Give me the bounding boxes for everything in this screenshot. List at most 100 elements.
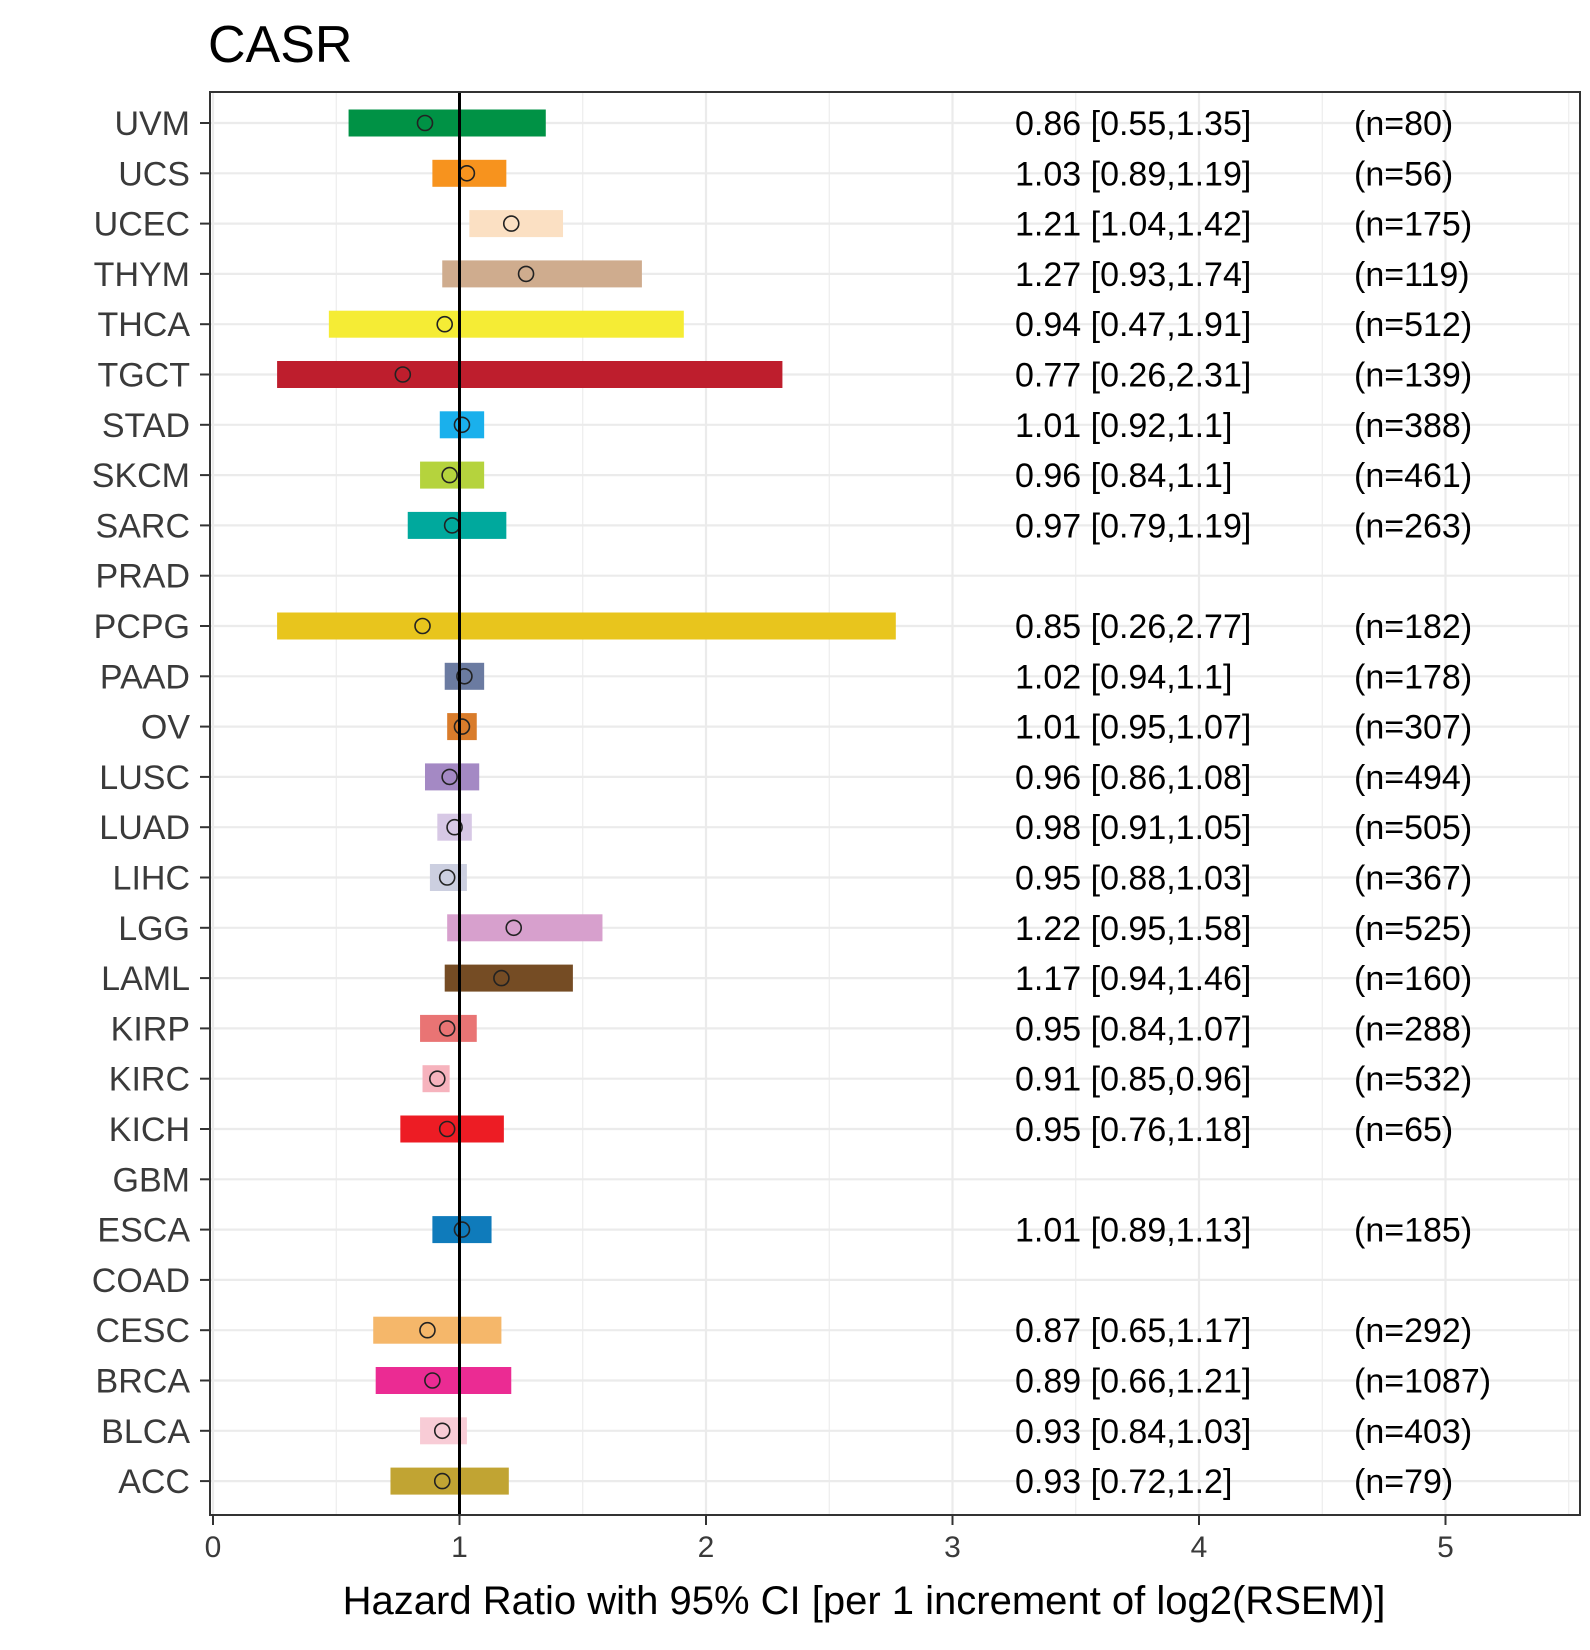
ci-bar-lusc (424, 763, 480, 791)
ci-bar-cesc (373, 1316, 502, 1344)
sample-size-thca: (n=512) (1354, 306, 1472, 344)
hr-ci-text-tgct: 0.77 [0.26,2.31] (1015, 357, 1251, 395)
hr-point-kirp (438, 1020, 456, 1037)
y-label-stad: STAD (102, 407, 190, 445)
y-label-uvm: UVM (114, 105, 190, 143)
ci-bar-luad (437, 813, 472, 841)
hr-ci-text-laml: 1.17 [0.94,1.46] (1015, 960, 1251, 998)
ci-bar-esca (432, 1216, 492, 1244)
sample-size-blca: (n=403) (1354, 1413, 1472, 1451)
sample-size-pcpg: (n=182) (1354, 608, 1472, 646)
hr-point-lusc (441, 768, 458, 786)
y-label-pcpg: PCPG (94, 608, 190, 646)
y-label-thym: THYM (94, 256, 190, 294)
hr-ci-text-brca: 0.89 [0.66,1.21] (1015, 1363, 1251, 1401)
y-label-lusc: LUSC (99, 759, 190, 797)
y-label-prad: PRAD (96, 558, 190, 596)
sample-size-luad: (n=505) (1354, 809, 1472, 847)
sample-size-lgg: (n=525) (1354, 910, 1472, 948)
hr-ci-text-uvm: 0.86 [0.55,1.35] (1015, 105, 1251, 143)
sample-size-paad: (n=178) (1354, 658, 1472, 696)
hr-ci-text-kich: 0.95 [0.76,1.18] (1015, 1111, 1251, 1149)
sample-size-ucec: (n=175) (1354, 206, 1472, 244)
hr-point-tgct (394, 366, 412, 383)
hr-point-lgg (505, 919, 523, 937)
sample-size-laml: (n=160) (1354, 960, 1472, 998)
ci-bar-ucec (469, 210, 564, 238)
hr-point-thym (517, 265, 535, 283)
sample-size-kirp: (n=288) (1354, 1010, 1472, 1048)
sample-size-sarc: (n=263) (1354, 507, 1472, 545)
sample-size-stad: (n=388) (1354, 407, 1472, 445)
hr-ci-text-lgg: 1.22 [0.95,1.58] (1015, 910, 1251, 948)
ci-bars (277, 109, 896, 1495)
y-label-thca: THCA (97, 306, 190, 344)
ci-bar-thym (442, 260, 642, 288)
sample-size-thym: (n=119) (1354, 256, 1470, 294)
ci-bar-ucs (432, 159, 507, 187)
y-label-lihc: LIHC (113, 860, 190, 898)
y-label-kich: KICH (109, 1111, 190, 1149)
hr-ci-text-skcm: 0.96 [0.84,1.1] (1015, 457, 1232, 495)
hr-point-ov (453, 718, 471, 735)
hr-ci-text-thca: 0.94 [0.47,1.91] (1015, 306, 1251, 344)
ci-bar-stad (439, 411, 485, 439)
ci-bar-lihc (429, 864, 467, 891)
x-tick-label: 4 (1191, 1531, 1208, 1564)
sample-size-ov: (n=307) (1354, 709, 1472, 747)
hr-point-cesc (419, 1321, 436, 1339)
ci-bar-sarc (407, 511, 507, 539)
hr-ci-text-ucec: 1.21 [1.04,1.42] (1015, 206, 1251, 244)
y-label-gbm: GBM (113, 1161, 190, 1199)
sample-size-lusc: (n=494) (1354, 759, 1472, 797)
y-label-kirp: KIRP (111, 1010, 190, 1048)
ci-bar-ov (447, 713, 477, 741)
hr-ci-text-esca: 1.01 [0.89,1.13] (1015, 1212, 1251, 1250)
y-label-brca: BRCA (96, 1363, 191, 1401)
sample-size-kich: (n=65) (1354, 1111, 1453, 1149)
y-label-coad: COAD (92, 1262, 190, 1300)
y-label-ucec: UCEC (94, 206, 190, 244)
sample-size-cesc: (n=292) (1354, 1312, 1472, 1350)
y-label-ucs: UCS (118, 155, 190, 193)
hr-ci-text-paad: 1.02 [0.94,1.1] (1015, 658, 1232, 696)
hr-point-kich (438, 1120, 456, 1138)
y-label-luad: LUAD (99, 809, 190, 847)
hr-point-kirc (429, 1070, 446, 1087)
x-tick-label: 2 (698, 1531, 715, 1564)
hr-point-ucec (502, 215, 520, 232)
y-label-laml: LAML (101, 960, 190, 998)
y-label-paad: PAAD (100, 658, 190, 696)
hr-ci-text-pcpg: 0.85 [0.26,2.77] (1015, 608, 1251, 646)
hr-point-stad (453, 416, 471, 434)
ci-bar-uvm (348, 109, 546, 137)
y-label-sarc: SARC (96, 507, 190, 545)
y-label-cesc: CESC (96, 1312, 190, 1350)
ci-bar-kich (400, 1115, 504, 1143)
hr-point-brca (424, 1372, 441, 1389)
hr-ci-text-blca: 0.93 [0.84,1.03] (1015, 1413, 1251, 1451)
sample-size-skcm: (n=461) (1354, 457, 1472, 495)
hr-point-thca (436, 315, 454, 333)
hr-ci-text-lihc: 0.95 [0.88,1.03] (1015, 860, 1251, 898)
x-tick-label: 5 (1437, 1531, 1454, 1564)
hr-ci-text-kirc: 0.91 [0.85,0.96] (1015, 1061, 1251, 1099)
ci-bar-pcpg (277, 612, 896, 640)
x-tick-label: 0 (205, 1531, 222, 1564)
hr-ci-text-ucs: 1.03 [0.89,1.19] (1015, 155, 1251, 193)
sample-size-esca: (n=185) (1354, 1212, 1472, 1250)
hr-point-laml (493, 969, 510, 987)
hr-ci-text-lusc: 0.96 [0.86,1.08] (1015, 759, 1251, 797)
x-axis-label: Hazard Ratio with 95% CI [per 1 incremen… (343, 1579, 1386, 1623)
hr-point-esca (453, 1221, 471, 1238)
hr-point-uvm (416, 114, 434, 132)
hr-ci-text-luad: 0.98 [0.91,1.05] (1015, 809, 1251, 847)
y-label-esca: ESCA (97, 1212, 190, 1250)
chart-title: CASR (208, 16, 352, 74)
hr-ci-text-kirp: 0.95 [0.84,1.07] (1015, 1010, 1251, 1048)
hr-points (394, 92, 535, 1515)
hr-ci-text-cesc: 0.87 [0.65,1.17] (1015, 1312, 1251, 1350)
sample-size-acc: (n=79) (1354, 1463, 1453, 1501)
